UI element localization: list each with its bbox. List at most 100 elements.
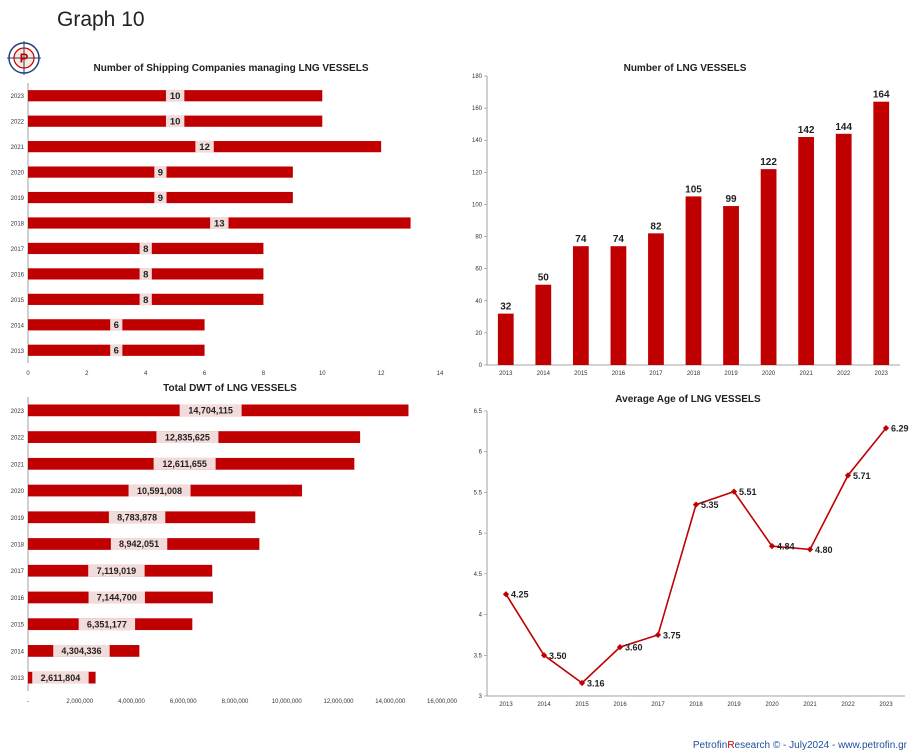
data-label-box: [128, 484, 191, 497]
x-tick-label: 12: [378, 371, 385, 377]
chart-average-age: Average Age of LNG VESSELS 3 3.5 4 4.5 5 5.5 6 6…: [474, 394, 909, 708]
chart-title: Number of Shipping Companies managing LN…: [93, 63, 368, 74]
data-label-box: [154, 166, 167, 179]
data-label: 8: [143, 269, 148, 280]
y-tick-label: 5: [479, 531, 483, 537]
data-label: 105: [685, 184, 702, 195]
page-title: Graph 10: [57, 8, 145, 31]
bar: [535, 284, 552, 365]
data-label: 6.29: [891, 424, 909, 434]
data-label: 142: [798, 125, 815, 136]
data-label: 4.25: [511, 590, 529, 600]
y-tick-label: 3.5: [474, 653, 483, 659]
data-label-box: [165, 89, 185, 102]
y-tick-label: 60: [475, 267, 482, 273]
x-tick-label: 12,000,000: [323, 699, 354, 705]
chart-title: Number of LNG VESSELS: [624, 63, 747, 74]
x-tick-label: 6,000,000: [170, 699, 197, 705]
y-tick-label: 2017: [11, 247, 25, 253]
data-label-box: [108, 511, 166, 524]
y-tick-label: 2013: [11, 676, 25, 682]
data-label: 74: [575, 234, 587, 245]
data-label: 6,351,177: [87, 619, 127, 629]
data-label: 8,942,051: [119, 539, 159, 549]
chart-number-of-lng-vessels: Number of LNG VESSELS 0 20 40 60 80 100 120 140 1…: [472, 63, 900, 377]
y-tick-label: 100: [472, 202, 483, 208]
data-label: 5.71: [853, 471, 871, 481]
data-label: 6: [114, 320, 119, 331]
y-tick-label: 2020: [11, 489, 25, 495]
data-label-box: [139, 267, 152, 280]
x-tick-label: 2022: [837, 371, 851, 377]
data-label: 8: [143, 295, 148, 306]
y-tick-label: 2014: [11, 323, 25, 329]
data-label-box: [53, 644, 110, 657]
data-label: 5.35: [701, 500, 719, 510]
y-tick-label: 120: [472, 170, 483, 176]
x-tick-label: 2023: [879, 702, 893, 708]
footer-brand-a: Petrofin: [692, 740, 728, 751]
x-tick-label: 2022: [841, 702, 855, 708]
x-tick-label: 2023: [875, 371, 889, 377]
bar: [723, 206, 739, 365]
x-tick-label: 2018: [689, 702, 703, 708]
bar: [497, 313, 514, 365]
y-tick-label: 2020: [11, 171, 25, 177]
petrofin-logo-icon: P: [7, 41, 41, 75]
y-tick-label: 4.5: [474, 572, 483, 578]
data-label-box: [110, 318, 123, 331]
y-tick-label: 0: [479, 363, 483, 369]
x-tick-label: 2019: [727, 702, 741, 708]
data-label-box: [179, 404, 242, 417]
data-label-box: [154, 191, 167, 204]
data-label: 8: [143, 244, 148, 255]
x-tick-label: 8,000,000: [222, 699, 249, 705]
bar: [572, 246, 589, 365]
y-tick-label: 2022: [11, 436, 25, 442]
data-label: 12,611,655: [162, 459, 207, 469]
x-tick-label: 2015: [575, 702, 589, 708]
data-label: 3.16: [587, 678, 605, 688]
data-label: 6: [114, 346, 119, 357]
bar: [610, 246, 627, 365]
data-label-box: [153, 457, 216, 470]
data-label: 4.80: [815, 545, 833, 555]
data-label-box: [195, 140, 214, 153]
data-label-box: [88, 591, 145, 604]
data-label-box: [156, 431, 219, 444]
data-label: 122: [760, 157, 777, 168]
bar: [798, 137, 815, 365]
x-tick-label: 0: [26, 371, 30, 377]
bar: [685, 196, 702, 365]
x-tick-label: 2016: [612, 371, 626, 377]
x-tick-label: 14: [437, 371, 444, 377]
data-label: 50: [538, 273, 550, 284]
y-tick-label: 2019: [11, 516, 25, 522]
data-label: 10: [170, 91, 181, 102]
y-tick-label: 2015: [11, 298, 25, 304]
series-line: [505, 427, 887, 685]
data-label-box: [139, 242, 152, 255]
y-tick-label: 2018: [11, 543, 25, 549]
x-tick-label: -: [27, 699, 29, 705]
y-tick-label: 2021: [11, 145, 25, 151]
x-tick-label: 14,000,000: [375, 699, 406, 705]
x-tick-label: 2014: [537, 371, 551, 377]
chart-title: Average Age of LNG VESSELS: [615, 394, 761, 405]
y-tick-label: 2016: [11, 596, 25, 602]
data-label: 74: [613, 234, 625, 245]
y-tick-label: 160: [472, 106, 483, 112]
data-label: 164: [873, 90, 890, 101]
data-label-box: [110, 344, 123, 357]
x-tick-label: 2019: [724, 371, 738, 377]
y-tick-label: 5.5: [474, 490, 483, 496]
data-label: 82: [650, 221, 662, 232]
x-tick-label: 2015: [574, 371, 588, 377]
y-tick-label: 6: [479, 450, 483, 456]
data-label-box: [165, 115, 185, 128]
chart-shipping-companies: Number of Shipping Companies managing LN…: [11, 63, 444, 377]
data-label: 12,835,625: [165, 432, 210, 442]
data-label-box: [32, 671, 89, 684]
data-label: 10: [170, 117, 181, 128]
y-tick-label: 2023: [11, 94, 25, 100]
